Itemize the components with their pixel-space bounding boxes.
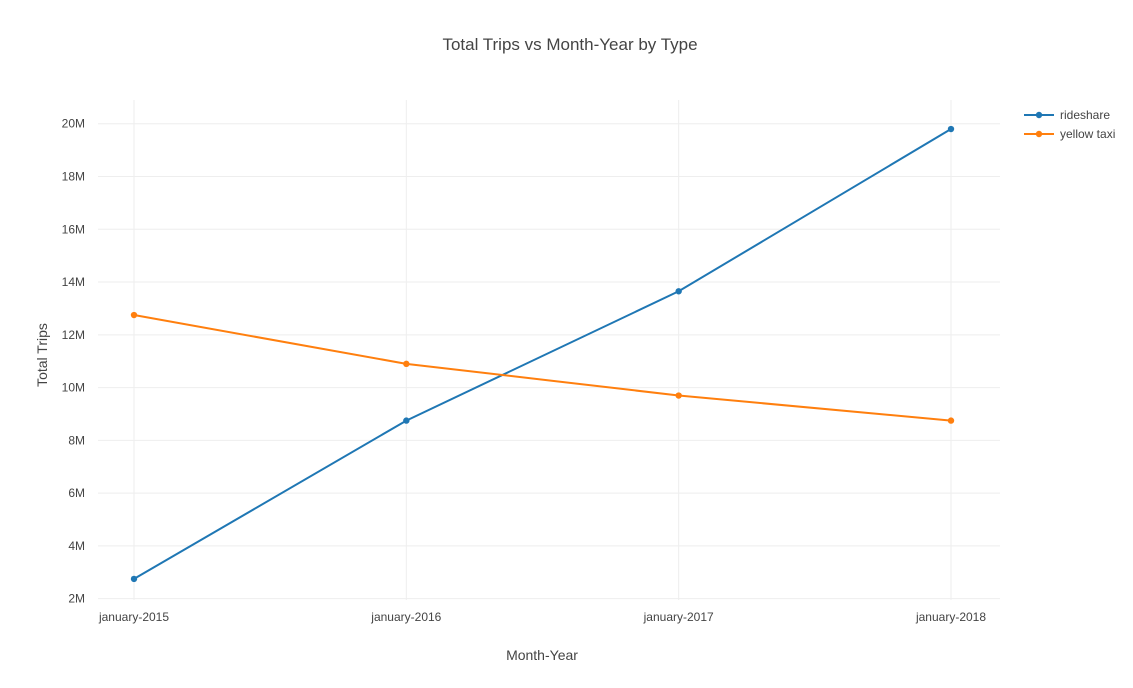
series-layer	[130, 125, 955, 583]
y-tick-label: 10M	[62, 381, 85, 395]
x-tick-label: january-2015	[98, 610, 169, 624]
y-tick-label: 6M	[68, 486, 85, 500]
legend-marker	[1035, 111, 1043, 119]
legend-label: yellow taxi	[1060, 127, 1115, 141]
data-point[interactable]	[130, 311, 138, 319]
x-tick-label: january-2016	[370, 610, 441, 624]
grid	[98, 100, 1000, 600]
y-tick-label: 2M	[68, 592, 85, 606]
data-point[interactable]	[403, 417, 410, 424]
data-point[interactable]	[947, 417, 955, 424]
series-line	[133, 314, 952, 422]
y-tick-label: 14M	[62, 275, 85, 289]
x-tick-label: january-2017	[643, 610, 714, 624]
x-axis-ticks: january-2015 january-2016 january-2017 janu…	[98, 610, 986, 624]
data-point[interactable]	[675, 288, 682, 295]
series-yellow-taxi	[130, 311, 955, 424]
data-point[interactable]	[130, 575, 138, 583]
legend-item-yellow-taxi[interactable]: yellow taxi	[1024, 127, 1115, 141]
legend-item-rideshare[interactable]: rideshare	[1024, 108, 1110, 122]
y-tick-label: 8M	[68, 433, 85, 447]
y-tick-label: 4M	[68, 539, 85, 553]
y-tick-label: 12M	[62, 328, 85, 342]
legend-label: rideshare	[1060, 108, 1110, 122]
series-rideshare	[130, 125, 955, 583]
data-point[interactable]	[675, 392, 682, 399]
x-axis-title: Month-Year	[506, 647, 578, 663]
x-tick-label: january-2018	[915, 610, 986, 624]
legend[interactable]: rideshare yellow taxi	[1024, 108, 1115, 141]
chart-title: Total Trips vs Month-Year by Type	[442, 35, 697, 54]
y-axis-title: Total Trips	[34, 323, 50, 387]
y-tick-label: 18M	[62, 170, 85, 184]
data-point[interactable]	[403, 360, 410, 368]
legend-marker	[1035, 130, 1043, 138]
series-line	[133, 128, 952, 580]
data-point[interactable]	[947, 125, 955, 133]
y-tick-label: 20M	[62, 117, 85, 131]
y-tick-label: 16M	[62, 222, 85, 236]
y-axis-ticks: 2M 4M 6M 8M 10M 12M 14M 16M 18M 20M	[62, 117, 85, 606]
